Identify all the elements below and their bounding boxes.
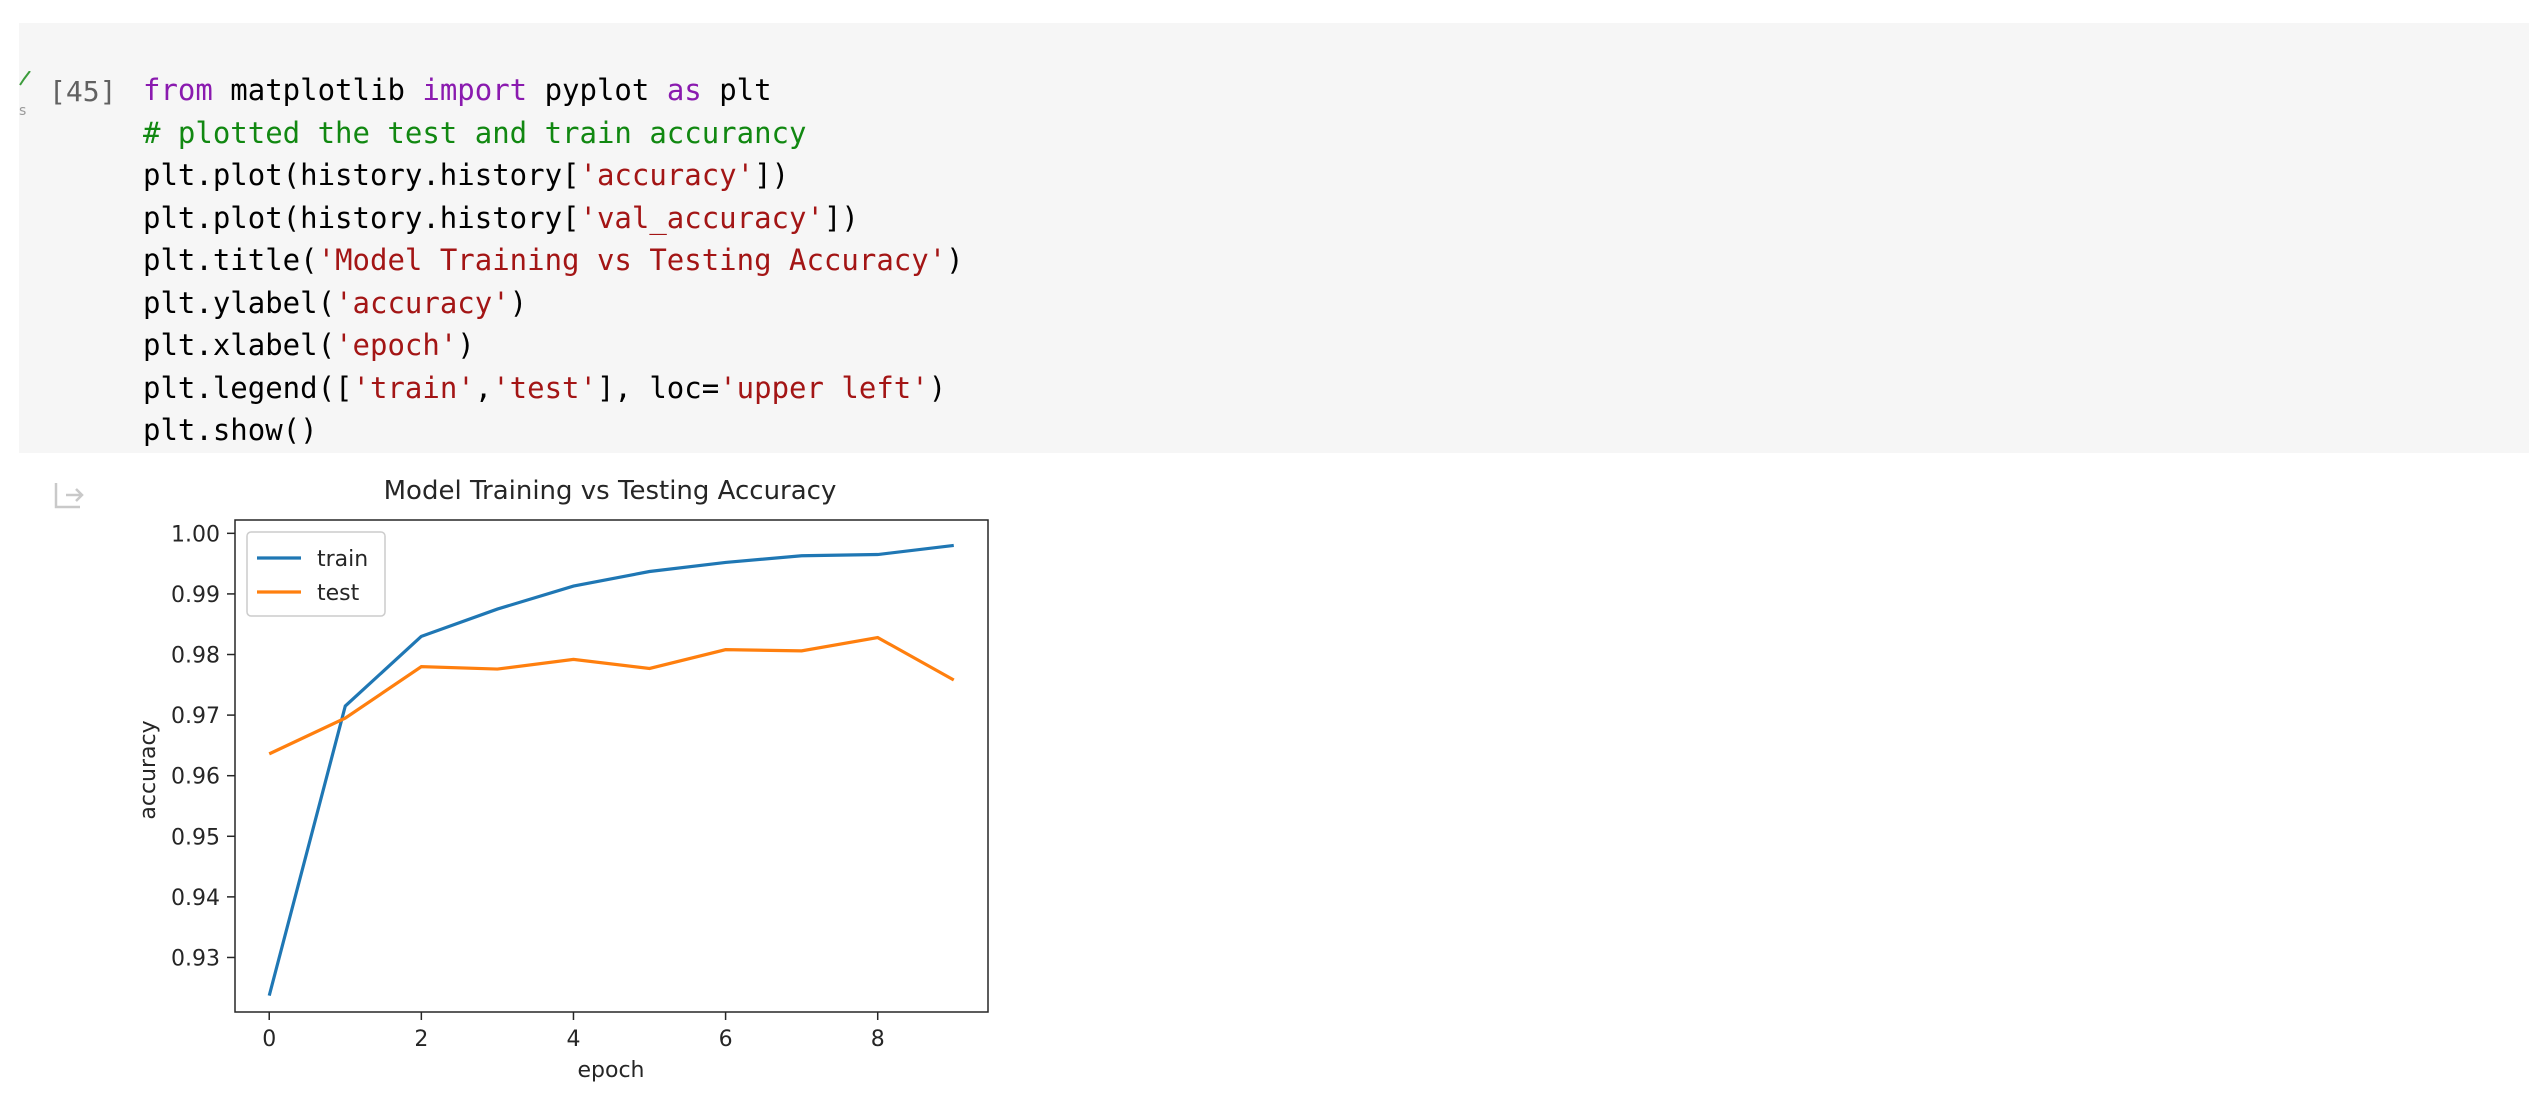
code-line[interactable]: plt.xlabel('epoch')	[143, 324, 964, 367]
x-tick-label: 6	[719, 1027, 733, 1052]
x-axis-label: epoch	[578, 1058, 645, 1083]
x-tick-label: 8	[871, 1027, 885, 1052]
code-line[interactable]: plt.legend(['train','test'], loc='upper …	[143, 367, 964, 410]
accuracy-chart: Model Training vs Testing Accuracy 0.93 0…	[136, 476, 989, 1083]
code-line[interactable]: plt.plot(history.history['val_accuracy']…	[143, 197, 964, 240]
code-line[interactable]: plt.plot(history.history['accuracy'])	[143, 154, 964, 197]
code-token: ])	[754, 158, 790, 192]
x-tick-label: 2	[414, 1027, 428, 1052]
code-keyword: as	[666, 73, 702, 107]
execution-count: [45]	[49, 75, 117, 108]
code-line[interactable]: plt.ylabel('accuracy')	[143, 282, 964, 325]
code-token: plt	[701, 73, 772, 107]
code-editor[interactable]: from matplotlib import pyplot as plt # pl…	[143, 69, 964, 452]
code-line[interactable]: plt.title('Model Training vs Testing Acc…	[143, 239, 964, 282]
code-token: plt.plot(history.history[	[143, 158, 580, 192]
code-line[interactable]: # plotted the test and train accurancy	[143, 112, 964, 155]
y-tick-label: 0.96	[171, 765, 220, 790]
legend-box	[246, 531, 386, 617]
chart-legend: train test	[246, 531, 386, 617]
y-axis-label: accuracy	[136, 720, 161, 819]
code-token: plt.title(	[143, 243, 318, 277]
code-string: 'accuracy'	[335, 285, 510, 320]
code-token: )	[946, 243, 964, 277]
series-line-train	[267, 543, 954, 997]
code-token: matplotlib	[212, 73, 423, 107]
code-line[interactable]: plt.show()	[143, 409, 964, 452]
code-token: plt.legend([	[143, 370, 353, 405]
y-tick-label: 0.99	[171, 583, 220, 608]
code-token: ])	[823, 200, 859, 235]
code-string: 'accuracy'	[579, 158, 755, 192]
plot-frame	[234, 519, 989, 1013]
y-tick-label: 0.95	[171, 825, 220, 850]
code-token: plt.ylabel(	[143, 285, 336, 320]
code-string: 'upper left'	[719, 370, 929, 405]
code-cell[interactable]: s [45] from matplotlib import pyplot as …	[19, 23, 2529, 453]
code-keyword: import	[422, 73, 528, 107]
legend-label-train: train	[317, 547, 368, 572]
legend-label-test: test	[317, 581, 360, 606]
y-tick-label: 0.98	[171, 644, 220, 669]
code-string: 'epoch'	[335, 328, 458, 362]
code-string: 'val_accuracy'	[579, 200, 824, 235]
code-line[interactable]: from matplotlib import pyplot as plt	[143, 69, 964, 112]
execution-time: s	[19, 103, 27, 119]
code-token: plt.show()	[143, 413, 318, 447]
code-token: )	[457, 328, 475, 362]
y-tick-label: 0.93	[171, 946, 220, 971]
code-token: )	[928, 370, 947, 405]
chart-title: Model Training vs Testing Accuracy	[384, 476, 837, 506]
series-line-test	[268, 635, 955, 756]
code-token: plt.plot(history.history[	[143, 200, 580, 235]
chart-output: Model Training vs Testing Accuracy 0.93 0…	[120, 462, 1020, 1092]
code-token: )	[509, 285, 528, 320]
y-tick-label: 0.97	[171, 704, 220, 729]
code-keyword: from	[143, 73, 213, 107]
output-redirect-icon[interactable]	[52, 480, 86, 510]
code-comment: # plotted the test and train accurancy	[143, 115, 807, 150]
x-tick-label: 4	[566, 1027, 580, 1052]
code-token: plt.xlabel(	[143, 328, 336, 362]
code-token: ,	[474, 370, 493, 405]
code-string: 'train'	[352, 370, 475, 405]
code-string: 'Model Training vs Testing Accuracy'	[317, 243, 947, 277]
check-icon	[19, 71, 31, 86]
code-string: 'test'	[492, 370, 597, 405]
x-tick-label: 0	[262, 1027, 276, 1052]
y-tick-label: 1.00	[171, 522, 220, 547]
code-token: ], loc=	[596, 370, 720, 405]
y-tick-label: 0.94	[171, 886, 220, 911]
code-token: pyplot	[527, 73, 667, 107]
